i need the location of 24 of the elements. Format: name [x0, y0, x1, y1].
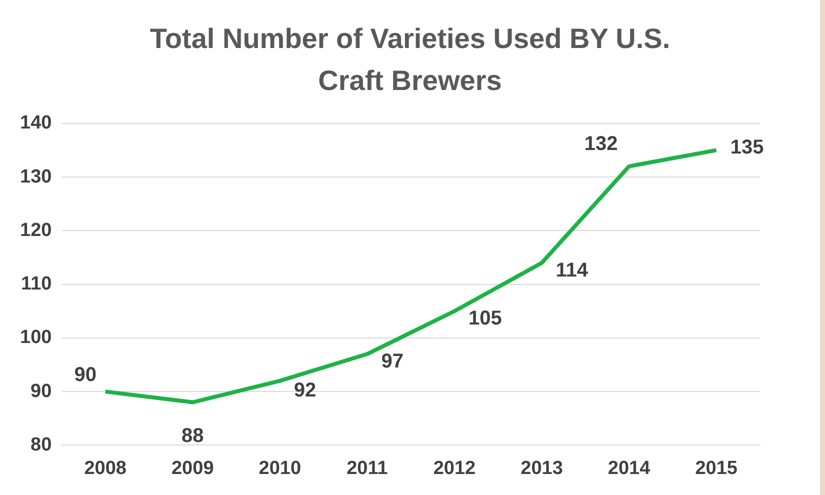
- chart-title: Total Number of Varieties Used BY U.S. Craft Brewers: [148, 22, 672, 98]
- x-tick-label: 2013: [520, 458, 563, 479]
- y-tick-label: 110: [21, 274, 52, 295]
- y-tick-label: 120: [20, 220, 52, 241]
- data-label: 105: [468, 308, 502, 330]
- y-tick-label: 90: [30, 380, 52, 402]
- data-label: 97: [381, 350, 404, 373]
- data-label: 132: [584, 132, 618, 155]
- data-label: 135: [730, 136, 764, 159]
- x-tick-label: 2014: [608, 458, 651, 479]
- y-tick-label: 130: [20, 166, 52, 188]
- x-tick-label: 2008: [84, 458, 126, 479]
- y-tick-label: 100: [20, 327, 52, 348]
- data-label: 92: [294, 379, 316, 402]
- data-label: 88: [182, 424, 204, 447]
- x-tick-label: 2009: [171, 458, 214, 479]
- x-tick-label: 2015: [695, 458, 738, 479]
- x-tick-label: 2012: [433, 458, 476, 479]
- x-tick-label: 2011: [346, 458, 388, 479]
- y-tick-label: 140: [20, 112, 52, 134]
- data-label: 90: [74, 364, 96, 386]
- x-tick-label: 2010: [258, 458, 302, 479]
- data-label: 114: [556, 259, 589, 282]
- y-tick-label: 80: [30, 434, 52, 456]
